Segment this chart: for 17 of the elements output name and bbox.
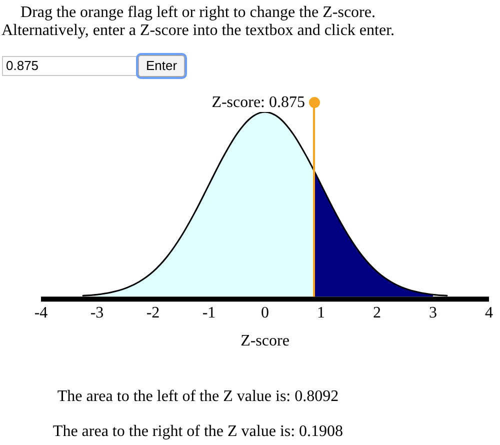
x-tick-label: -1 <box>202 304 216 322</box>
x-tick-label: 3 <box>429 304 437 322</box>
x-tick-label: -3 <box>90 304 104 322</box>
x-tick-label: 1 <box>317 304 325 322</box>
x-tick-label: 2 <box>373 304 381 322</box>
x-tick-label: -2 <box>146 304 160 322</box>
chart-subtitle: Alternatively, enter a Z-score into the textbox and click enter. <box>0 22 396 40</box>
button[interactable]: Enter <box>138 55 185 77</box>
text: The area to the right of the Z value is: 0.1908 <box>52 423 344 441</box>
text: The area to the left of the Z value is: 0.8092 <box>56 388 340 406</box>
text-field[interactable]: 0.875 <box>2 56 137 76</box>
x-tick-label: 4 <box>485 304 493 322</box>
x-tick-label: -4 <box>34 304 48 322</box>
ref-line-label: Z-score: 0.875 <box>212 94 305 112</box>
chart-title: Drag the orange flag left or right to change the Z-score. <box>20 4 376 22</box>
x-axis-title: Z-score <box>240 332 290 350</box>
x-tick-label: 0 <box>261 304 269 322</box>
